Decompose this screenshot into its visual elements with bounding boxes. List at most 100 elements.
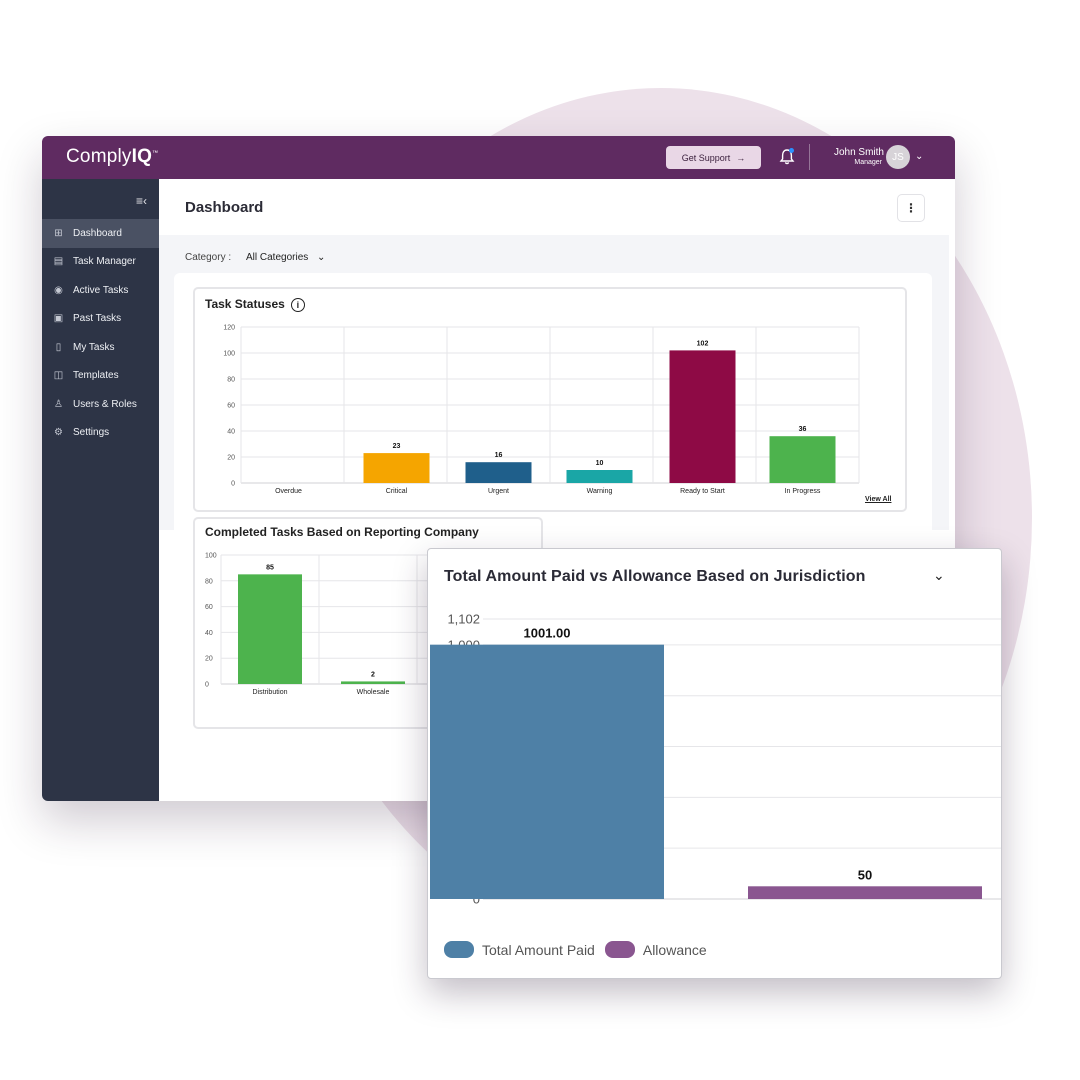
sidebar-item-label: Users & Roles (73, 398, 137, 410)
task-statuses-chart: 0 20 40 60 80 100 120 Overdue 23 Critical 16 Urgent… (223, 324, 860, 495)
play-circle-icon: ◉ (54, 284, 63, 296)
y-tick-label: 100 (223, 350, 235, 357)
y-tick-label: 20 (205, 656, 213, 663)
category-label: Distribution (252, 689, 287, 696)
bar (566, 470, 633, 483)
completed-tasks-title: Completed Tasks Based on Reporting Compa… (205, 525, 479, 539)
logo[interactable]: ComplyIQ™ (66, 146, 159, 167)
jurisdiction-chart-card: Total Amount Paid vs Allowance Based on … (427, 548, 1002, 979)
chevron-down-icon[interactable]: ⌄ (915, 151, 924, 162)
more-options-button[interactable]: ⋮ (897, 194, 925, 222)
bar (465, 462, 532, 483)
data-label: 16 (495, 452, 503, 459)
y-tick-label: 60 (205, 604, 213, 611)
task-statuses-title: Task Statuses i (205, 297, 305, 312)
get-support-button[interactable]: Get Support → (666, 146, 761, 169)
task-statuses-card: Task Statuses i 0 20 40 60 80 100 120 Overdue 23 C… (193, 287, 907, 512)
category-label: In Progress (785, 488, 821, 495)
sidebar-item-task-manager[interactable]: ▤ Task Manager (42, 248, 159, 277)
user-name: John Smith (833, 147, 884, 158)
sidebar-item-settings[interactable]: ⚙ Settings (42, 419, 159, 448)
data-label: 102 (697, 340, 709, 347)
y-tick-label: 80 (205, 578, 213, 585)
category-label: Urgent (488, 488, 509, 495)
category-label: Wholesale (357, 689, 390, 696)
top-bar: ComplyIQ™ Get Support → John Smith Manag… (42, 136, 955, 179)
category-filter-select[interactable]: All Categories ⌄ (246, 252, 325, 263)
legend-label-allowance: Allowance (642, 941, 707, 958)
sidebar-item-past-tasks[interactable]: ▣ Past Tasks (42, 305, 159, 334)
data-label: 36 (799, 426, 807, 433)
legend-swatch-allowance[interactable] (604, 941, 635, 958)
category-label: Ready to Start (680, 488, 725, 495)
y-tick-label: 120 (223, 324, 235, 331)
divider (809, 144, 810, 170)
bar (769, 436, 836, 483)
category-label: Overdue (275, 488, 302, 495)
clipboard-list-icon: ▤ (53, 256, 64, 268)
sidebar-nav: ⊞ Dashboard ▤ Task Manager ◉ Active Tasks ▣ Pas… (42, 219, 159, 447)
category-filter-value: All Categories (246, 252, 309, 263)
page-title: Dashboard (185, 199, 264, 216)
category-filter-label: Category : (185, 252, 232, 263)
chevron-down-icon: ⌄ (317, 252, 326, 263)
sidebar-item-label: My Tasks (73, 341, 115, 353)
bar (669, 350, 736, 483)
sidebar-item-label: Active Tasks (73, 284, 129, 296)
sidebar-item-my-tasks[interactable]: ▯ My Tasks (42, 333, 159, 362)
y-tick-label: 100 (205, 552, 217, 559)
gear-icon: ⚙ (54, 427, 63, 439)
sidebar-item-label: Dashboard (73, 227, 122, 239)
sidebar-item-active-tasks[interactable]: ◉ Active Tasks (42, 276, 159, 305)
y-tick-label: 0 (473, 892, 480, 907)
bar (748, 886, 982, 899)
y-tick-label: 60 (227, 402, 235, 409)
info-icon[interactable]: i (290, 297, 305, 312)
arrow-right-icon: → (736, 152, 746, 163)
chevron-down-icon[interactable]: ⌄ (933, 567, 945, 583)
data-label: 10 (596, 460, 604, 467)
book-icon: ◫ (53, 370, 64, 382)
y-tick-label: 1,102 (447, 612, 480, 627)
sidebar-item-label: Past Tasks (73, 313, 122, 325)
sidebar-item-label: Settings (73, 427, 110, 439)
user-icon: ♙ (54, 398, 63, 410)
bar (430, 644, 664, 899)
bar (341, 681, 405, 684)
data-label: 50 (858, 867, 872, 882)
data-label: 1001.00 (524, 626, 571, 641)
y-tick-label: 40 (227, 428, 235, 435)
collapse-sidebar-icon[interactable]: ≡‹ (136, 194, 147, 208)
sidebar-item-users-roles[interactable]: ♙ Users & Roles (42, 390, 159, 419)
y-tick-label: 40 (205, 630, 213, 637)
avatar[interactable]: JS (886, 145, 910, 169)
legend-swatch-total-amount-paid[interactable] (444, 941, 474, 958)
y-tick-label: 80 (227, 376, 235, 383)
data-label: 23 (393, 443, 401, 450)
sidebar-item-label: Task Manager (73, 256, 136, 268)
sidebar-item-label: Templates (73, 370, 119, 382)
sidebar: ≡‹ ⊞ Dashboard ▤ Task Manager ◉ Active Tasks ▣… (42, 179, 159, 801)
calendar-icon: ▣ (53, 313, 64, 325)
jurisdiction-chart-title: Total Amount Paid vs Allowance Based on … (444, 568, 866, 585)
sidebar-item-dashboard[interactable]: ⊞ Dashboard (42, 219, 159, 248)
sidebar-item-templates[interactable]: ◫ Templates (42, 362, 159, 391)
category-label: Warning (587, 488, 613, 495)
grid-icon: ⊞ (54, 227, 63, 239)
view-all-link[interactable]: View All (865, 496, 892, 503)
data-label: 2 (371, 671, 375, 678)
bar (363, 453, 430, 483)
y-tick-label: 0 (205, 681, 209, 688)
data-label: 85 (266, 564, 274, 571)
category-label: Critical (386, 488, 408, 495)
chart-legend: Total Amount Paid Allowance (444, 941, 707, 958)
task-statuses-title-text: Task Statuses (205, 297, 285, 311)
legend-label-total-amount-paid: Total Amount Paid (482, 941, 595, 958)
user-role: Manager (854, 159, 882, 166)
y-tick-label: 20 (227, 454, 235, 461)
bar (238, 574, 302, 684)
y-tick-label: 0 (231, 480, 235, 487)
get-support-label: Get Support (681, 152, 731, 163)
